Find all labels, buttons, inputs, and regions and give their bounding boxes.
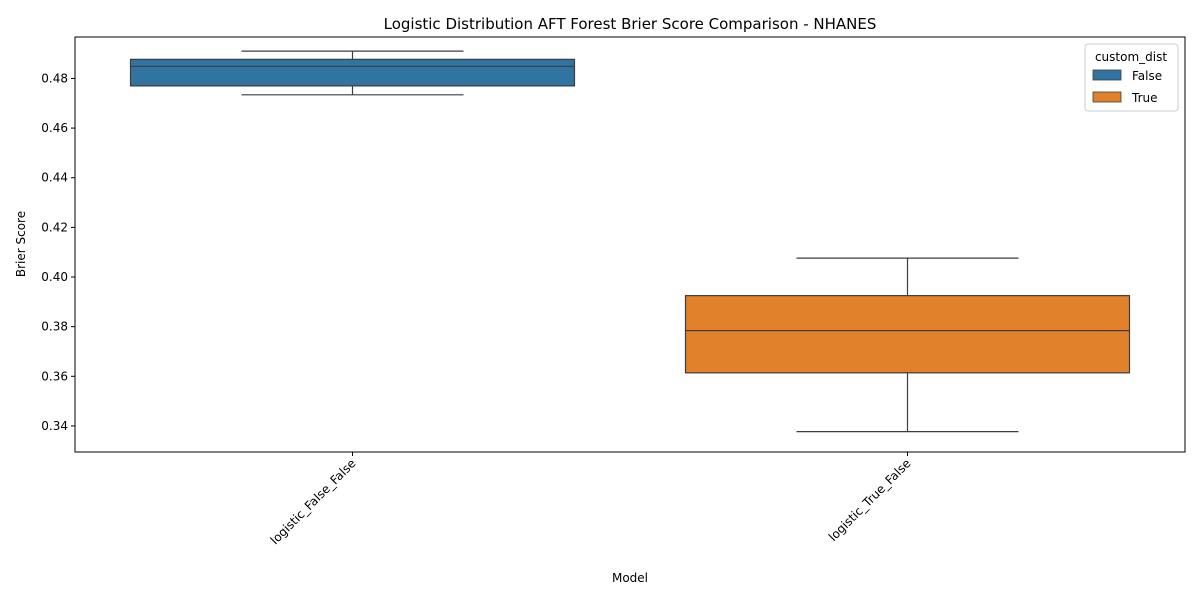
legend-swatch-false (1092, 69, 1122, 81)
y-tick-label: 0.34 (41, 419, 68, 433)
legend-swatch-true (1092, 91, 1122, 103)
y-tick-label: 0.36 (41, 369, 68, 383)
chart-title: Logistic Distribution AFT Forest Brier S… (384, 15, 877, 33)
plot-area: 0.34 0.36 0.38 0.40 0.42 0.44 0.46 0.48 logistic… (41, 50, 1131, 547)
plot-frame (74, 36, 1186, 453)
iqr-box (684, 295, 1131, 374)
y-tick-label: 0.46 (41, 121, 68, 135)
iqr-box (129, 58, 576, 87)
legend: custom_dist False True (1084, 43, 1179, 112)
y-tick-label: 0.42 (41, 220, 68, 234)
y-tick-label: 0.44 (41, 171, 68, 185)
y-tick-label: 0.48 (41, 71, 68, 85)
legend-title: custom_dist (1095, 50, 1167, 64)
x-tick-label: logistic_False_False (268, 456, 359, 547)
x-axis-label: Model (612, 571, 648, 585)
y-tick-label: 0.40 (41, 270, 68, 284)
y-axis-label: Brier Score (14, 211, 28, 277)
box-logistic_True_False (684, 257, 1131, 433)
legend-label-false: False (1132, 69, 1162, 83)
y-tick-label: 0.38 (41, 320, 68, 334)
legend-label-true: True (1131, 91, 1158, 105)
x-tick-label: logistic_True_False (826, 456, 914, 544)
box-logistic_False_False (129, 50, 576, 96)
